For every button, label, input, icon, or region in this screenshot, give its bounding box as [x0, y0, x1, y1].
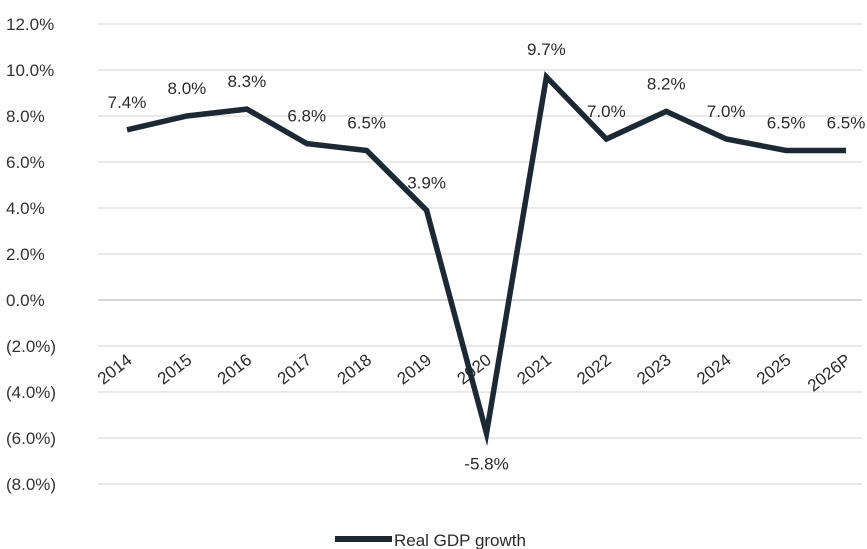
gridlines — [98, 23, 862, 485]
x-tick-label: 2024 — [693, 350, 735, 388]
x-tick-label: 2014 — [94, 350, 136, 388]
x-tick-label: 2018 — [334, 350, 376, 388]
y-tick-label: 2.0% — [6, 245, 45, 264]
x-tick-label: 2016 — [214, 350, 256, 388]
y-tick-label: 8.0% — [6, 107, 45, 126]
data-labels: 7.4% 8.0% 8.3% 6.8% 6.5% 3.9% -5.8% 9.7% 7.0% 8.2… — [108, 40, 866, 473]
series-lines — [126, 71, 846, 447]
y-axis-tick-labels: 12.0% 10.0% 8.0% 6.0% 4.0% 2.0% 0.0% (2.0%) (4.0… — [6, 15, 56, 494]
y-tick-label: 4.0% — [6, 199, 45, 218]
x-tick-label: 2025 — [753, 350, 795, 388]
data-label: 8.2% — [647, 74, 686, 93]
x-tick-label: 2023 — [633, 350, 675, 388]
y-tick-label: 10.0% — [6, 61, 54, 80]
data-label: 8.3% — [227, 72, 266, 91]
y-tick-label: 6.0% — [6, 153, 45, 172]
data-label: 7.0% — [587, 102, 626, 121]
x-tick-label: 2022 — [573, 350, 615, 388]
x-tick-label: 2019 — [394, 350, 436, 388]
data-label: 7.4% — [108, 93, 147, 112]
data-label: 6.5% — [767, 114, 806, 133]
data-label: -5.8% — [464, 454, 508, 473]
y-tick-label: 12.0% — [6, 15, 54, 34]
y-tick-label: (6.0%) — [6, 429, 56, 448]
data-label: 6.8% — [287, 107, 326, 126]
legend: Real GDP growth — [335, 531, 526, 549]
data-label: 8.0% — [168, 79, 207, 98]
data-label: 6.5% — [347, 114, 386, 133]
y-tick-label: (2.0%) — [6, 337, 56, 356]
data-label: 9.7% — [527, 40, 566, 59]
x-tick-label: 2021 — [513, 350, 555, 388]
y-tick-label: 0.0% — [6, 291, 45, 310]
y-tick-label: (8.0%) — [6, 475, 56, 494]
data-label: 3.9% — [407, 173, 446, 192]
x-tick-label: 2015 — [154, 350, 196, 388]
legend-label-real-gdp-growth: Real GDP growth — [394, 531, 526, 549]
y-tick-label: (4.0%) — [6, 383, 56, 402]
x-tick-label: 2017 — [274, 350, 316, 388]
series-line-real-gdp-growth — [126, 71, 846, 447]
data-label: 7.0% — [707, 102, 746, 121]
data-label: 6.5% — [827, 114, 866, 133]
x-tick-label: 2026P — [804, 350, 854, 395]
